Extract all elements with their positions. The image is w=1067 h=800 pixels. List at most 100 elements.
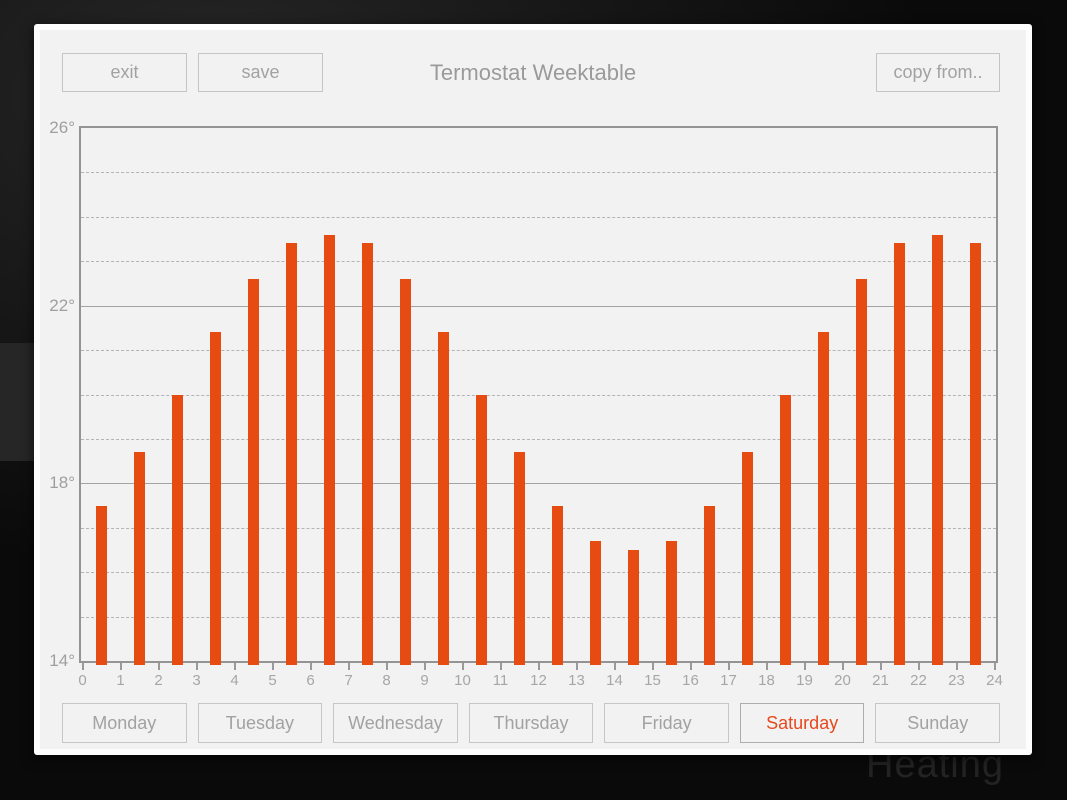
temperature-chart xyxy=(79,126,998,663)
x-axis-label: 14 xyxy=(606,672,623,689)
temperature-bar-hour-15[interactable] xyxy=(665,541,677,665)
x-axis-label: 3 xyxy=(192,672,201,689)
y-gridline-major xyxy=(81,305,996,307)
x-tick xyxy=(994,663,996,670)
x-axis-label: 18 xyxy=(758,672,775,689)
dialog-content: exit save Termostat Weektable copy from.… xyxy=(40,30,1026,749)
x-tick xyxy=(424,663,426,670)
y-gridline-minor xyxy=(81,572,996,574)
tab-monday[interactable]: Monday xyxy=(62,703,187,743)
day-tabs: Monday Tuesday Wednesday Thursday Friday Satu… xyxy=(62,703,1001,743)
x-tick xyxy=(766,663,768,670)
exit-button[interactable]: exit xyxy=(62,53,187,92)
y-gridline-minor xyxy=(81,261,996,263)
temperature-bar-hour-8[interactable] xyxy=(399,279,411,665)
x-tick xyxy=(538,663,540,670)
x-tick xyxy=(234,663,236,670)
tab-tuesday[interactable]: Tuesday xyxy=(197,703,323,743)
save-button[interactable]: save xyxy=(198,53,323,92)
temperature-bar-hour-13[interactable] xyxy=(589,541,601,665)
copy-from-button[interactable]: copy from.. xyxy=(876,53,1000,92)
temperature-bar-hour-11[interactable] xyxy=(513,452,525,665)
y-gridline-major xyxy=(81,483,996,485)
tab-friday[interactable]: Friday xyxy=(604,703,729,743)
x-tick xyxy=(728,663,730,670)
temperature-bar-hour-16[interactable] xyxy=(703,505,715,665)
y-axis-label: 14° xyxy=(49,651,75,670)
temperature-bar-hour-12[interactable] xyxy=(551,505,563,665)
x-tick xyxy=(196,663,198,670)
x-tick xyxy=(880,663,882,670)
temperature-bar-hour-21[interactable] xyxy=(893,243,905,665)
x-tick xyxy=(614,663,616,670)
x-axis-label: 20 xyxy=(834,672,851,689)
y-axis-label: 26° xyxy=(49,118,75,137)
y-gridline-minor xyxy=(81,527,996,529)
x-tick xyxy=(348,663,350,670)
x-axis-label: 21 xyxy=(872,672,889,689)
temperature-bar-hour-23[interactable] xyxy=(969,243,981,665)
x-axis-label: 7 xyxy=(344,672,353,689)
y-gridline-minor xyxy=(81,616,996,618)
temperature-bar-hour-10[interactable] xyxy=(475,394,487,665)
x-axis-label: 12 xyxy=(530,672,547,689)
y-gridline-minor xyxy=(81,394,996,396)
x-axis-label: 11 xyxy=(492,672,509,689)
tab-wednesday[interactable]: Wednesday xyxy=(333,703,458,743)
x-axis-label: 24 xyxy=(986,672,1003,689)
x-tick xyxy=(804,663,806,670)
x-axis-label: 19 xyxy=(796,672,813,689)
x-tick xyxy=(272,663,274,670)
temperature-bar-hour-14[interactable] xyxy=(627,549,639,665)
x-axis-label: 5 xyxy=(268,672,277,689)
x-axis-label: 2 xyxy=(154,672,163,689)
temperature-bar-hour-7[interactable] xyxy=(361,243,373,665)
x-tick xyxy=(918,663,920,670)
temperature-bar-hour-0[interactable] xyxy=(95,505,107,665)
y-gridline-minor xyxy=(81,172,996,174)
x-tick xyxy=(120,663,122,670)
temperature-bar-hour-1[interactable] xyxy=(133,452,145,665)
x-axis-label: 9 xyxy=(420,672,429,689)
x-axis-label: 6 xyxy=(306,672,315,689)
temperature-bar-hour-19[interactable] xyxy=(817,332,829,665)
y-axis-label: 18° xyxy=(49,473,75,493)
x-tick xyxy=(158,663,160,670)
x-tick xyxy=(576,663,578,670)
temperature-bar-hour-2[interactable] xyxy=(171,394,183,665)
temperature-bar-hour-3[interactable] xyxy=(209,332,221,665)
temperature-bar-hour-20[interactable] xyxy=(855,279,867,665)
temperature-bar-hour-5[interactable] xyxy=(285,243,297,665)
y-gridline-minor xyxy=(81,216,996,218)
temperature-bar-hour-22[interactable] xyxy=(931,234,943,665)
x-axis-label: 23 xyxy=(948,672,965,689)
x-tick xyxy=(690,663,692,670)
x-axis-label: 8 xyxy=(382,672,391,689)
tab-thursday[interactable]: Thursday xyxy=(468,703,594,743)
x-axis-label: 16 xyxy=(682,672,699,689)
x-axis-label: 0 xyxy=(78,672,87,689)
x-axis-label: 15 xyxy=(644,672,661,689)
temperature-bar-hour-4[interactable] xyxy=(247,279,259,665)
y-gridline-minor xyxy=(81,438,996,440)
x-axis-label: 10 xyxy=(454,672,471,689)
temperature-bar-hour-9[interactable] xyxy=(437,332,449,665)
y-gridline-minor xyxy=(81,350,996,352)
x-tick xyxy=(956,663,958,670)
temperature-bar-hour-6[interactable] xyxy=(323,234,335,665)
x-tick xyxy=(310,663,312,670)
x-axis-label: 22 xyxy=(910,672,927,689)
x-axis-label: 13 xyxy=(568,672,585,689)
x-tick xyxy=(500,663,502,670)
page-title: Termostat Weektable xyxy=(429,60,637,85)
tab-sunday[interactable]: Sunday xyxy=(875,703,1001,743)
x-tick xyxy=(652,663,654,670)
background-band xyxy=(0,343,36,461)
temperature-bar-hour-17[interactable] xyxy=(741,452,753,665)
temperature-bar-hour-18[interactable] xyxy=(779,394,791,665)
x-axis-label: 1 xyxy=(116,672,125,689)
tab-saturday[interactable]: Saturday xyxy=(739,703,865,743)
x-tick xyxy=(82,663,84,670)
x-axis-label: 4 xyxy=(230,672,239,689)
